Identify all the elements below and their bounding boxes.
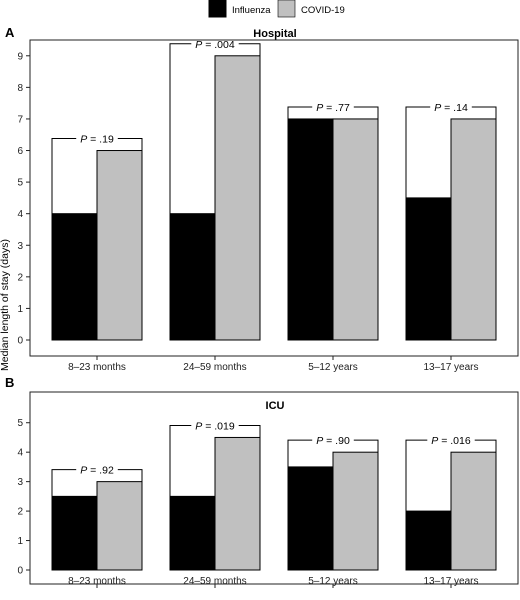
p-value-label: P = .016 [431,435,471,447]
panel-icu: 0 1 2 3 4 5 8–23 months P = .92 24–59 months P = … [17,391,519,588]
p-value-label: P = .19 [80,134,114,146]
bar-covid-19-1 [96,150,143,341]
y-tick-label: 2 [17,507,23,518]
bar-influenza-4 [405,197,452,341]
x-tick-label: 24–59 months [183,576,246,587]
p-value-label: P = .92 [80,465,114,477]
p-value-label: P = .14 [434,102,468,114]
p-value-label: P = .77 [316,102,350,114]
panel-title-icu: ICU [266,400,285,412]
p-bracket-left [405,106,431,198]
p-bracket-left [287,106,313,119]
y-tick-label: 4 [17,448,23,459]
x-tick-label: 5–12 years [308,362,357,373]
y-tick-label: 5 [17,418,23,429]
p-bracket-right [238,43,261,56]
y-tick-label: 0 [17,566,23,577]
bar-covid-19-4 [450,451,497,571]
x-tick-label: 8–23 months [68,362,126,373]
legend-label-covid: COVID-19 [301,5,345,16]
p-bracket-left [169,424,192,497]
bar-influenza-3 [287,118,334,341]
y-tick-label: 1 [17,304,23,315]
p-bracket-right [353,439,379,453]
p-bracket-left [287,439,313,467]
x-tick-label: 24–59 months [183,362,246,373]
p-bracket-right [474,439,497,453]
x-tick-label: 13–17 years [423,362,478,373]
p-bracket-left [169,43,192,214]
p-value-label: P = .004 [195,39,235,51]
legend: Influenza COVID-19 [208,0,345,18]
bar-covid-19-4 [450,118,497,341]
x-tick-label: 5–12 years [308,576,357,587]
p-bracket-right [471,106,497,119]
p-bracket-right [117,469,143,482]
y-tick-label: 8 [17,83,23,94]
p-bracket-right [238,424,261,438]
legend-swatch-covid [277,0,296,18]
legend-swatch-influenza [208,0,227,18]
y-tick-label: 4 [17,209,23,220]
bar-covid-19-2 [214,55,261,341]
bar-covid-19-2 [214,436,261,571]
bar-influenza-3 [287,466,334,571]
y-tick-label: 3 [17,477,23,488]
p-bracket-left [405,439,428,512]
p-bracket-left [51,469,77,497]
panel-hospital: 0 1 2 3 4 5 6 7 8 9 8–23 months P = .19 24–59 months… [17,39,519,373]
bar-covid-19-3 [332,451,379,571]
x-tick-label: 13–17 years [423,576,478,587]
y-tick-label: 1 [17,536,23,547]
panel-label-b: B [5,375,14,390]
x-tick-label: 8–23 months [68,576,126,587]
bar-covid-19-3 [332,118,379,341]
bar-covid-19-1 [96,481,143,571]
bar-influenza-4 [405,510,452,571]
panel-title-hospital: Hospital [253,28,296,40]
bar-influenza-1 [51,213,98,341]
panel-label-a: A [5,25,15,40]
y-tick-label: 0 [17,336,23,347]
p-value-label: P = .019 [195,420,235,432]
plot-frame [29,39,519,357]
bar-influenza-2 [169,495,216,571]
bar-influenza-2 [169,213,216,341]
p-bracket-right [353,106,379,119]
y-tick-label: 2 [17,272,23,283]
bar-influenza-1 [51,495,98,571]
p-bracket-left [51,138,77,214]
p-value-label: P = .90 [316,435,350,447]
y-tick-label: 6 [17,146,23,157]
y-tick-label: 7 [17,114,23,125]
p-bracket-right [117,138,143,151]
plot-frame [29,391,519,585]
legend-label-influenza: Influenza [232,5,271,16]
y-axis-label: Median length of stay (days) [0,239,11,371]
y-tick-label: 5 [17,178,23,189]
y-tick-label: 9 [17,51,23,62]
y-tick-label: 3 [17,241,23,252]
